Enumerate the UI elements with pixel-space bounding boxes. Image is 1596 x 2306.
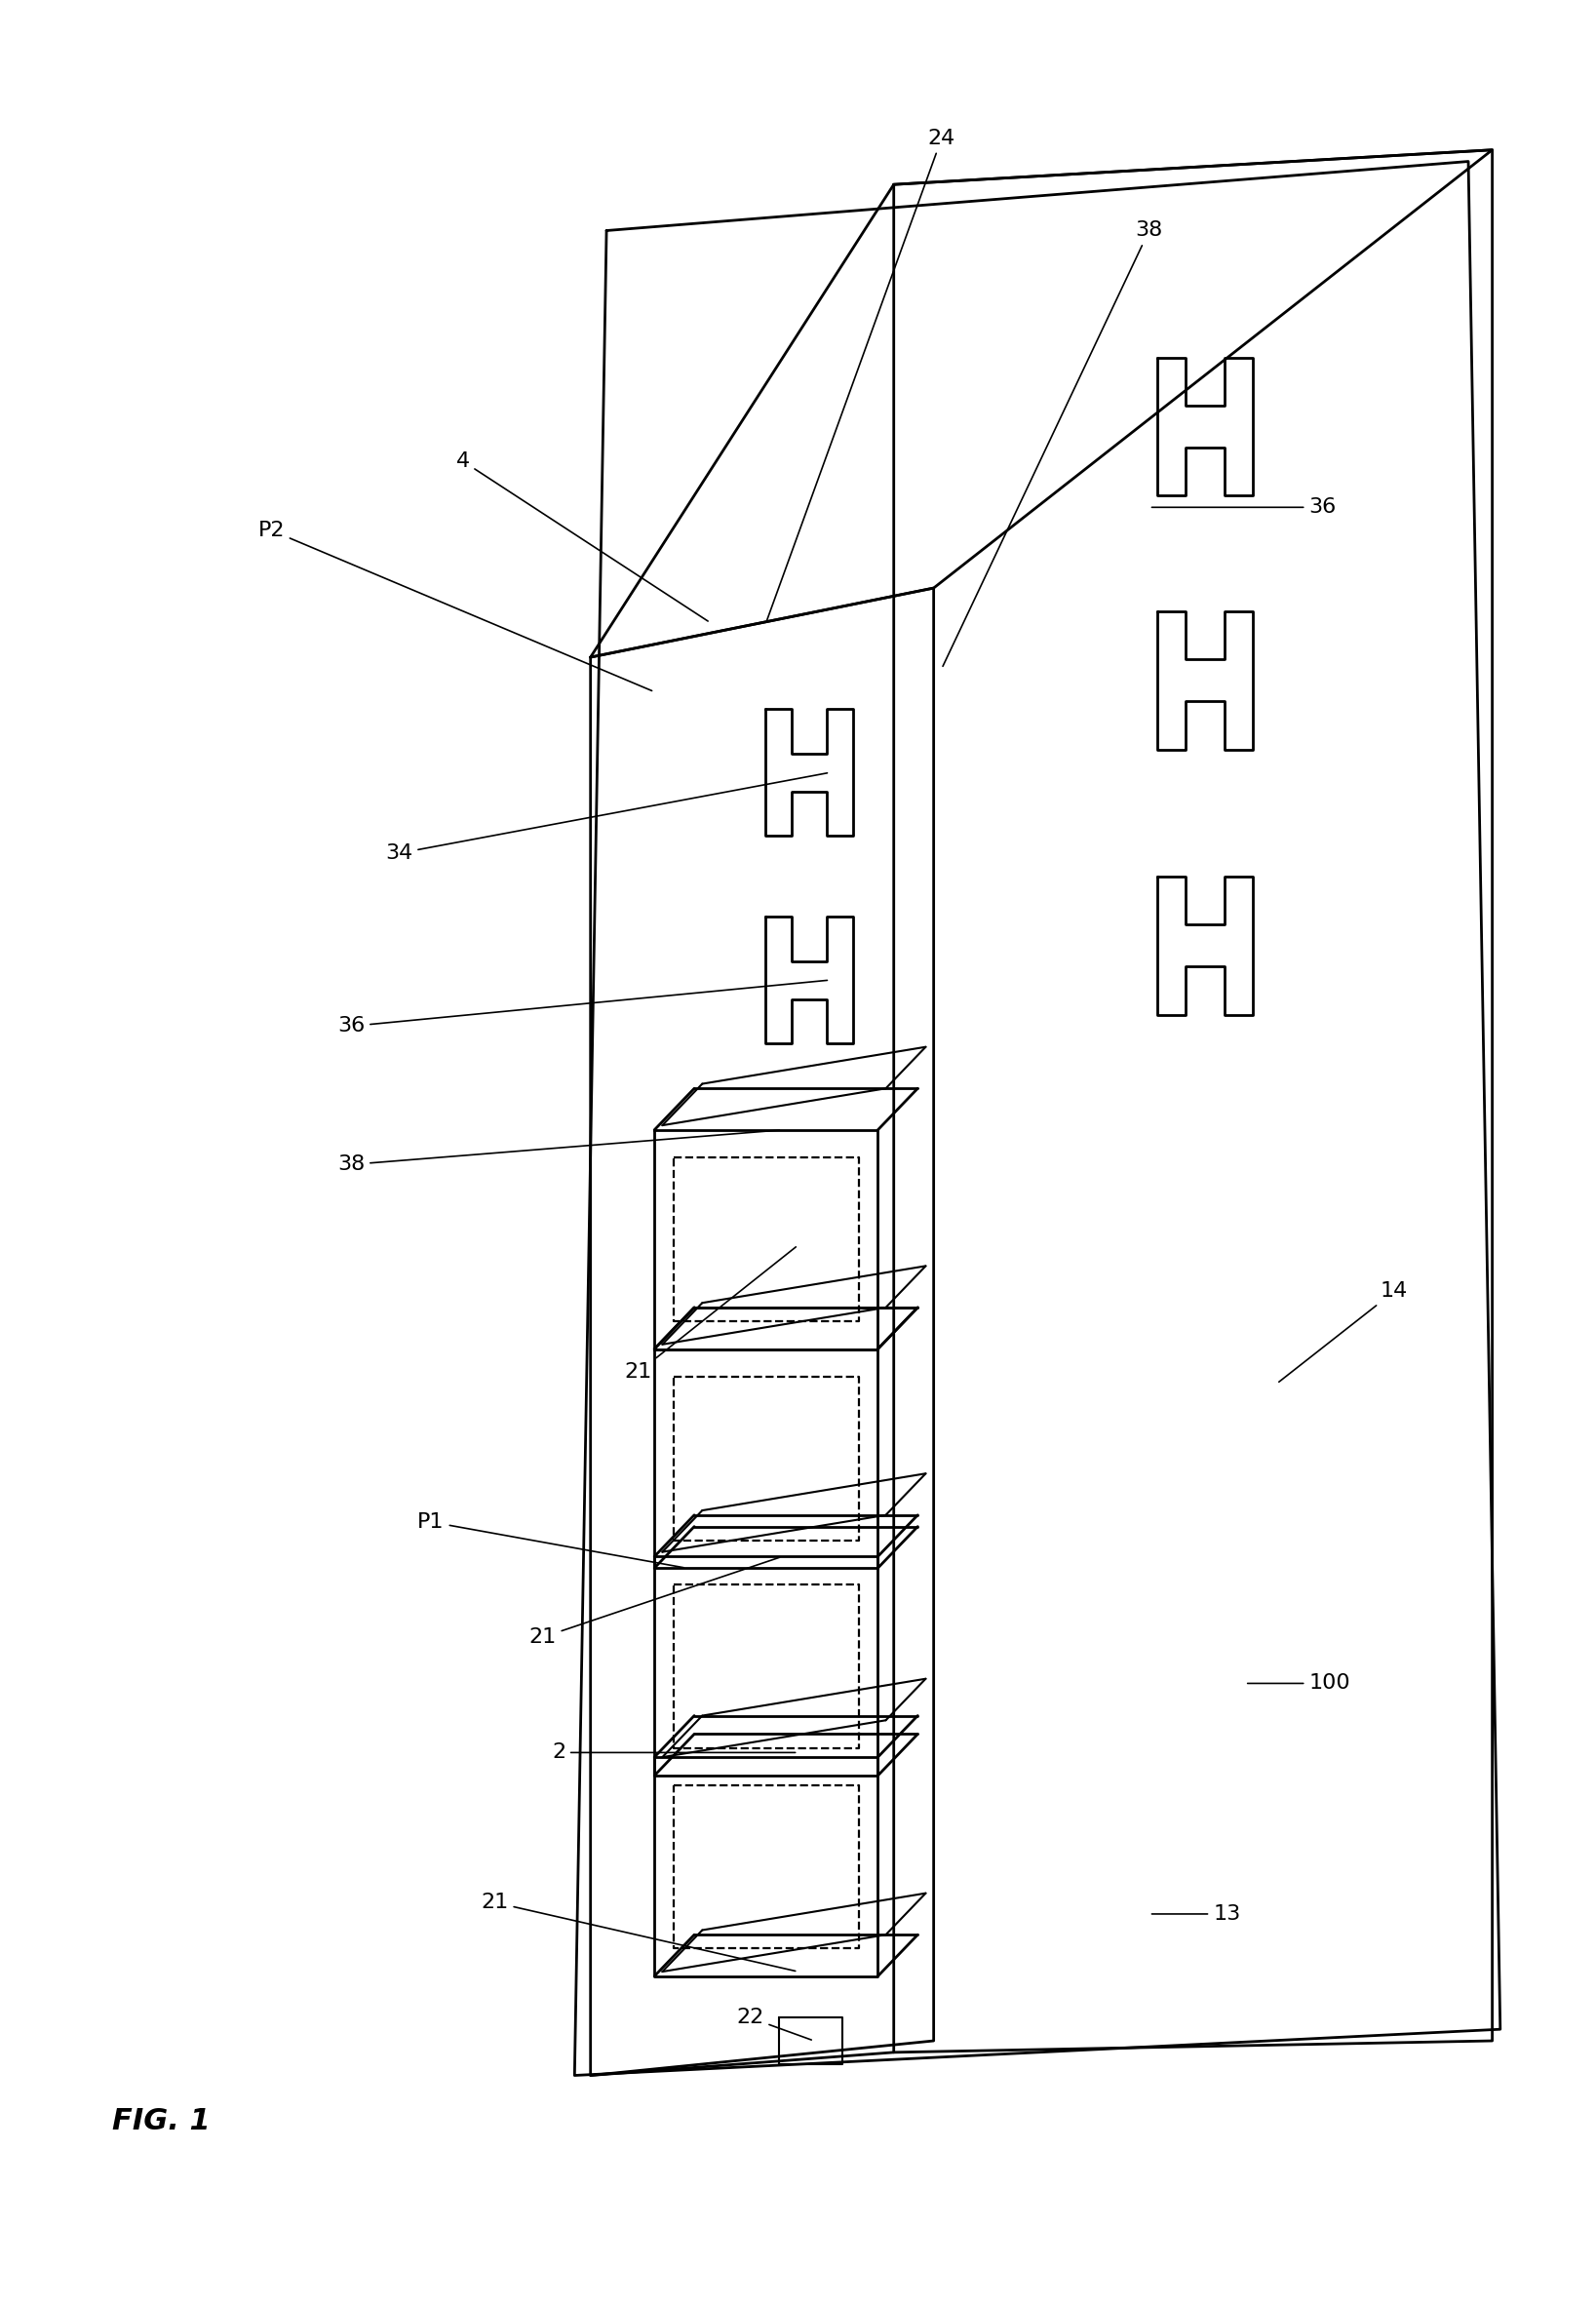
Text: 2: 2 (552, 1743, 795, 1762)
Text: 36: 36 (337, 980, 827, 1035)
Text: 22: 22 (736, 2009, 811, 2041)
Text: 34: 34 (385, 773, 827, 862)
Text: 21: 21 (528, 1557, 779, 1646)
Text: 36: 36 (1152, 498, 1336, 517)
Text: P1: P1 (418, 1513, 683, 1568)
Text: P2: P2 (259, 521, 651, 692)
Text: 38: 38 (337, 1130, 779, 1174)
Text: 100: 100 (1248, 1674, 1350, 1693)
Text: 24: 24 (768, 129, 956, 620)
Text: 21: 21 (624, 1248, 796, 1381)
Text: 21: 21 (480, 1893, 795, 1972)
Text: 4: 4 (456, 452, 709, 620)
Text: 14: 14 (1278, 1282, 1408, 1381)
Text: 38: 38 (943, 221, 1163, 666)
Text: 13: 13 (1152, 1905, 1240, 1923)
Text: FIG. 1: FIG. 1 (112, 2108, 211, 2135)
